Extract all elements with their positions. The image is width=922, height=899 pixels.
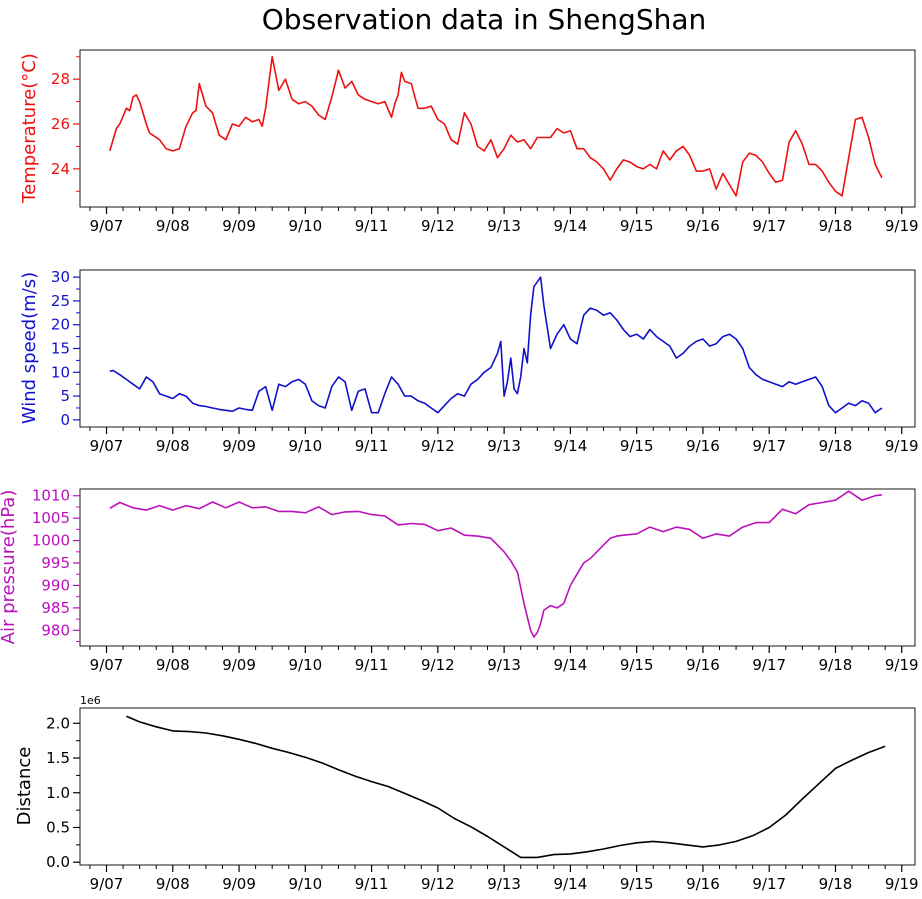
temperature-xtick-label: 9/10 [288,217,322,235]
distance-xtick-label: 9/08 [156,875,190,893]
distance-xtick-label: 9/12 [421,875,455,893]
wind-speed-ytick-label: 10 [51,363,70,381]
temperature-xtick-label: 9/19 [885,217,919,235]
air-pressure-ytick-label: 1005 [32,509,70,527]
chart-panels: 24 26 28 9/07 9/08 9/09 9/10 9/11 9/12 9/13 9/14 9/… [0,49,919,893]
air-pressure-ytick-label: 980 [41,621,70,639]
wind-speed-xtick-label: 9/10 [288,437,322,455]
distance-xtick-label: 9/15 [620,875,654,893]
air-pressure-xtick-label: 9/09 [222,656,256,674]
wind-speed-xtick-label: 9/13 [487,437,521,455]
wind-speed-ytick-label: 25 [51,292,70,310]
air-pressure-xtick-label: 9/18 [819,656,853,674]
temperature-ylabel: Temperature(°C) [19,53,40,204]
wind-speed-series-line [109,276,883,414]
air-pressure-xtick-label: 9/15 [620,656,654,674]
temperature-xtick-label: 9/18 [819,217,853,235]
air-pressure-ytick-label: 985 [41,599,70,617]
air-pressure-panel: 980 985 990 995 1000 1005 1010 9/07 9/08 9/09 9/10… [0,487,919,674]
distance-series-line [126,715,886,859]
temperature-xtick-label: 9/12 [421,217,455,235]
wind-speed-xtick-label: 9/15 [620,437,654,455]
wind-speed-panel: 0 5 10 15 20 25 30 9/07 9/08 9/09 9/10 9/11 9/12 9/13… [19,268,919,455]
wind-speed-xtick-label: 9/08 [156,437,190,455]
temperature-xtick-label: 9/07 [90,217,124,235]
distance-xtick-label: 9/07 [90,875,124,893]
figure-title: Observation data in ShengShan [262,3,707,36]
temperature-frame [79,49,916,208]
distance-ytick-label: 1.5 [46,749,70,767]
distance-frame [79,707,916,866]
air-pressure-ytick-label: 995 [41,554,70,572]
air-pressure-xtick-label: 9/19 [885,656,919,674]
air-pressure-ytick-label: 1010 [32,487,70,505]
temperature-ytick-label: 24 [51,160,70,178]
air-pressure-xtick-label: 9/12 [421,656,455,674]
distance-xtick-label: 9/11 [355,875,389,893]
air-pressure-ytick-label: 1000 [32,532,70,550]
distance-panel: 0.0 0.5 1.0 1.5 2.0 9/07 9/08 9/09 9/10 9/11 9/12 9… [14,694,919,893]
air-pressure-frame [79,488,916,647]
wind-speed-xtick-label: 9/18 [819,437,853,455]
temperature-xtick-label: 9/13 [487,217,521,235]
wind-speed-ytick-label: 20 [51,316,70,334]
wind-speed-xtick-label: 9/14 [554,437,588,455]
air-pressure-xtick-label: 9/14 [554,656,588,674]
temperature-xtick-label: 9/09 [222,217,256,235]
air-pressure-xtick-label: 9/10 [288,656,322,674]
distance-xtick-label: 9/19 [885,875,919,893]
temperature-xtick-label: 9/16 [686,217,720,235]
temperature-xtick-label: 9/08 [156,217,190,235]
air-pressure-xtick-label: 9/07 [90,656,124,674]
wind-speed-ytick-label: 30 [51,268,70,286]
distance-scale-label: 1e6 [80,694,101,707]
air-pressure-xtick-label: 9/17 [752,656,786,674]
temperature-series-line [109,55,883,197]
air-pressure-xtick-label: 9/11 [355,656,389,674]
distance-ytick-label: 0.0 [46,853,70,871]
air-pressure-xtick-label: 9/08 [156,656,190,674]
temperature-xtick-label: 9/14 [554,217,588,235]
wind-speed-xtick-label: 9/09 [222,437,256,455]
air-pressure-xtick-label: 9/13 [487,656,521,674]
air-pressure-ytick-label: 990 [41,576,70,594]
wind-speed-xtick-label: 9/12 [421,437,455,455]
wind-speed-xtick-label: 9/11 [355,437,389,455]
distance-ytick-label: 1.0 [46,784,70,802]
distance-ytick-label: 0.5 [46,818,70,836]
distance-xtick-label: 9/10 [288,875,322,893]
air-pressure-ylabel: Air pressure(hPa) [0,490,19,645]
distance-xtick-label: 9/09 [222,875,256,893]
wind-speed-xtick-label: 9/19 [885,437,919,455]
distance-xtick-label: 9/14 [554,875,588,893]
temperature-panel: 24 26 28 9/07 9/08 9/09 9/10 9/11 9/12 9/13 9/14 9/… [19,49,919,235]
temperature-xtick-label: 9/17 [752,217,786,235]
distance-xtick-label: 9/18 [819,875,853,893]
distance-ylabel: Distance [14,747,35,826]
temperature-ytick-label: 26 [51,115,70,133]
wind-speed-xtick-label: 9/16 [686,437,720,455]
air-pressure-series-line [109,490,883,638]
wind-speed-frame [79,269,916,428]
air-pressure-xtick-label: 9/16 [686,656,720,674]
wind-speed-ylabel: Wind speed(m/s) [19,272,40,424]
wind-speed-ytick-label: 0 [60,411,70,429]
distance-xtick-label: 9/17 [752,875,786,893]
distance-ytick-label: 2.0 [46,714,70,732]
temperature-xtick-label: 9/11 [355,217,389,235]
temperature-ytick-label: 28 [51,70,70,88]
distance-xtick-label: 9/16 [686,875,720,893]
wind-speed-ytick-label: 5 [60,387,70,405]
distance-xtick-label: 9/13 [487,875,521,893]
temperature-xtick-label: 9/15 [620,217,654,235]
wind-speed-xtick-label: 9/17 [752,437,786,455]
wind-speed-ytick-label: 15 [51,340,70,358]
wind-speed-xtick-label: 9/07 [90,437,124,455]
